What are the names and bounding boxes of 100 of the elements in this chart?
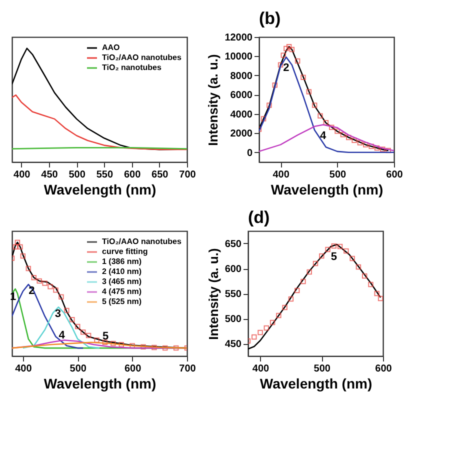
point — [264, 325, 270, 331]
point — [306, 269, 312, 275]
point — [31, 274, 36, 280]
x-tick-label: 400 — [272, 170, 290, 180]
point — [368, 144, 374, 150]
point — [300, 278, 306, 284]
point — [278, 62, 284, 68]
point — [306, 89, 312, 94]
point — [140, 344, 146, 350]
point — [363, 142, 368, 148]
point — [368, 282, 374, 288]
chart-title: (b) — [259, 9, 281, 28]
x-tick-label: 400 — [252, 364, 270, 374]
point — [26, 266, 32, 272]
legend-label: 3 (465 nm) — [102, 277, 142, 286]
point — [357, 140, 363, 146]
x-tick-label: 400 — [14, 170, 31, 180]
point — [350, 256, 355, 262]
point — [12, 244, 18, 250]
annotation: 3 — [54, 308, 61, 320]
point — [36, 278, 42, 284]
x-tick-label: 450 — [41, 170, 58, 180]
point — [374, 145, 380, 151]
x-tick-label: 500 — [68, 170, 86, 180]
point — [288, 296, 294, 302]
point — [53, 287, 58, 293]
point — [323, 120, 329, 126]
chart-title: (d) — [248, 208, 270, 227]
point — [362, 273, 368, 279]
point — [276, 312, 282, 318]
point — [58, 294, 64, 300]
x-axis-title: Wavelength (nm) — [44, 182, 156, 198]
point — [266, 102, 272, 108]
x-tick-label: 500 — [314, 364, 331, 374]
x-tick-label: 600 — [124, 364, 142, 374]
y-tick-label: 600 — [224, 264, 242, 275]
y-tick-label: 0 — [246, 148, 253, 159]
point — [380, 146, 386, 152]
point — [337, 244, 343, 250]
point — [331, 243, 337, 249]
y-tick-label: 8000 — [230, 70, 253, 82]
y-tick-label: 6000 — [230, 90, 253, 102]
point — [346, 134, 352, 140]
point — [344, 248, 349, 254]
legend-label: curve fitting — [102, 247, 148, 256]
y-tick-label: 450 — [224, 339, 242, 350]
point — [328, 124, 334, 130]
x-tick-label: 600 — [375, 364, 392, 374]
annotation: 5 — [102, 330, 109, 343]
y-tick-label: 2000 — [230, 128, 253, 140]
point — [374, 290, 380, 296]
point — [75, 324, 80, 330]
x-tick-label: 600 — [386, 170, 404, 180]
point — [86, 332, 92, 338]
legend-label: 2 (410 nm) — [102, 267, 142, 276]
point — [280, 52, 286, 58]
legend-label: 5 (525 nm) — [102, 297, 142, 306]
point — [110, 340, 116, 346]
point — [270, 320, 276, 326]
point — [286, 44, 292, 50]
line-series — [248, 244, 382, 350]
legend-label: 1 (386 nm) — [102, 257, 142, 266]
y-tick-label: 12000 — [224, 32, 253, 44]
point — [378, 296, 383, 302]
y-tick-label: 500 — [224, 314, 242, 325]
point — [152, 344, 157, 350]
x-axis-title: Wavelength (nm) — [260, 376, 372, 392]
point — [173, 345, 179, 351]
y-tick-label: 650 — [224, 239, 242, 250]
legend-label: 4 (475 nm) — [102, 287, 142, 296]
x-tick-label: 700 — [179, 170, 196, 180]
x-tick-label: 650 — [152, 170, 169, 180]
point — [294, 288, 300, 294]
annotation: 5 — [330, 251, 337, 263]
point — [284, 46, 289, 52]
point — [64, 308, 70, 314]
annotation: 4 — [320, 130, 328, 142]
annotation: 2 — [283, 62, 290, 74]
y-tick-label: 4000 — [230, 109, 253, 120]
point — [70, 317, 75, 322]
x-tick-label: 550 — [96, 170, 114, 180]
y-tick-label: 550 — [224, 289, 242, 300]
point — [260, 116, 266, 122]
point — [340, 132, 346, 138]
point — [272, 82, 278, 88]
legend-label: TiO₂ nanotubes — [102, 63, 162, 72]
point — [94, 337, 100, 343]
point — [386, 148, 391, 154]
point — [48, 284, 53, 290]
x-tick-label: 500 — [329, 170, 347, 180]
legend-label: TiO₂/AAO nanotubes — [102, 237, 182, 246]
point — [18, 244, 23, 250]
y-tick-label: 10000 — [224, 52, 253, 63]
point — [334, 128, 340, 134]
y-axis-title: Intensity (a. u.) — [206, 248, 221, 340]
y-axis-title: Intensity (a. u.) — [206, 54, 221, 146]
point — [258, 330, 263, 336]
point — [80, 330, 86, 335]
point — [118, 342, 124, 348]
legend-label: TiO₂/AAO nanotubes — [102, 53, 182, 62]
